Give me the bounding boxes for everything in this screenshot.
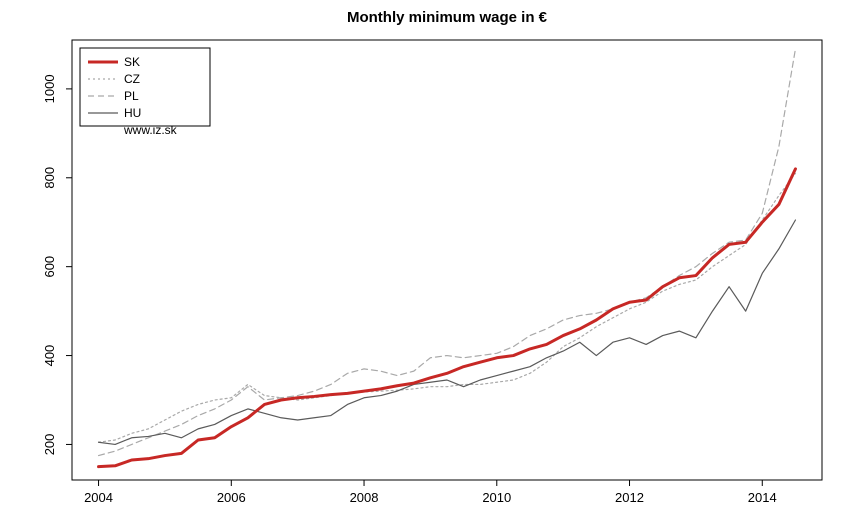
- legend-label-hu: HU: [124, 106, 141, 120]
- y-tick-label: 1000: [42, 74, 57, 103]
- legend-source: www.iz.sk: [123, 123, 178, 137]
- x-tick-label: 2014: [748, 490, 777, 505]
- y-tick-label: 200: [42, 434, 57, 456]
- x-tick-label: 2006: [217, 490, 246, 505]
- chart-title: Monthly minimum wage in €: [347, 9, 548, 26]
- x-tick-label: 2012: [615, 490, 644, 505]
- y-tick-label: 600: [42, 256, 57, 278]
- y-tick-label: 400: [42, 345, 57, 367]
- x-tick-label: 2004: [84, 490, 113, 505]
- legend-label-pl: PL: [124, 89, 139, 103]
- minimum-wage-line-chart: Monthly minimum wage in € 2004 2006 2008 201…: [0, 0, 850, 532]
- y-tick-label: 800: [42, 167, 57, 189]
- x-tick-label: 2010: [482, 490, 511, 505]
- x-tick-label: 2008: [350, 490, 379, 505]
- legend-label-cz: CZ: [124, 72, 140, 86]
- legend: SK CZ PL HU www.iz.sk: [80, 48, 210, 137]
- legend-label-sk: SK: [124, 55, 140, 69]
